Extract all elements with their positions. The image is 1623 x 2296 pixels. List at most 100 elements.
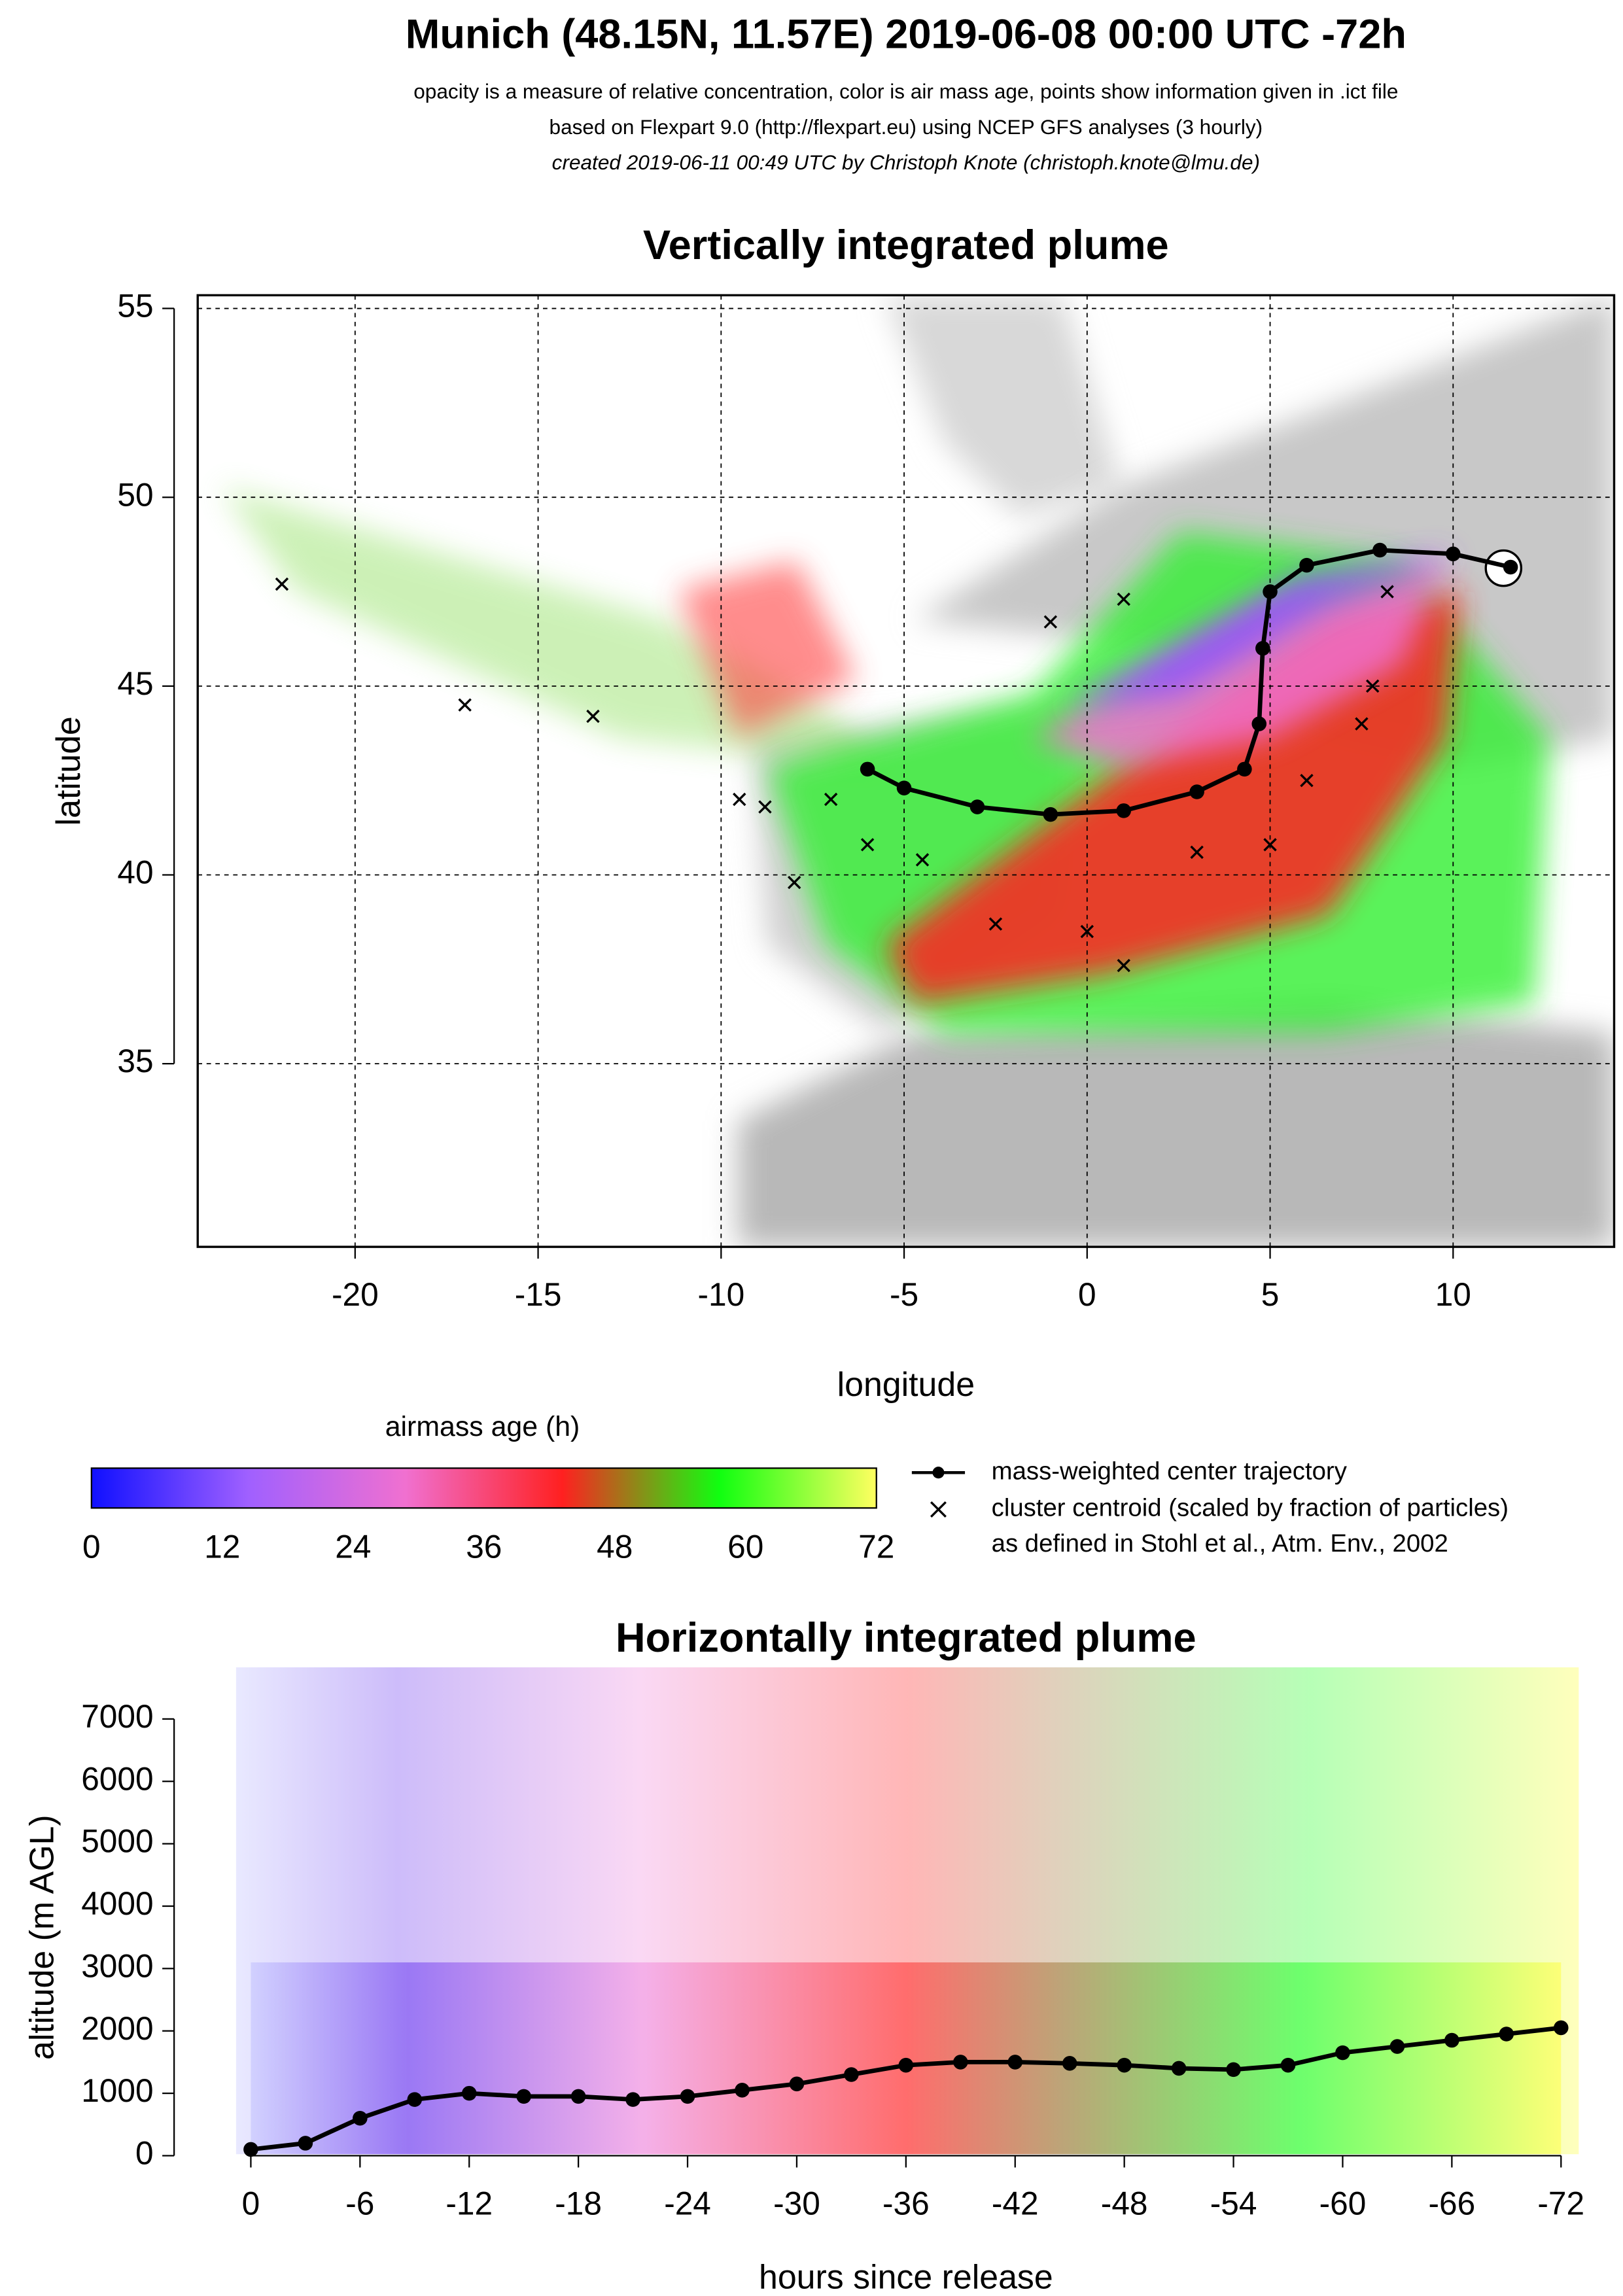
legend-cross: [930, 1501, 947, 1518]
trajectory-point: [1171, 2061, 1187, 2076]
trajectory-point: [789, 2076, 805, 2092]
subtitle: based on Flexpart 9.0 (http://flexpart.e…: [550, 115, 1263, 139]
trajectory-point: [1372, 542, 1387, 558]
x-tick-label: -24: [664, 2185, 711, 2221]
land: [885, 295, 1122, 517]
cluster-centroid: [1190, 845, 1204, 860]
x-tick-label: -6: [345, 2185, 374, 2221]
legend-label: cluster centroid (scaled by fraction of …: [992, 1494, 1509, 1522]
cluster-centroid: [458, 698, 472, 712]
trajectory-point: [298, 2136, 313, 2151]
trajectory-point: [1189, 784, 1204, 799]
trajectory-point: [1335, 2045, 1350, 2061]
x-tick-label: -15: [515, 1276, 562, 1313]
y-tick-label: 2000: [81, 2010, 153, 2047]
y-axis-label: altitude (m AGL): [22, 1815, 60, 2060]
cluster-centroid: [988, 917, 1003, 931]
x-tick-label: -60: [1319, 2185, 1367, 2221]
trajectory-point: [1251, 716, 1267, 731]
x-tick-label: -30: [773, 2185, 820, 2221]
trajectory-point: [1444, 2032, 1459, 2048]
x-axis-label: longitude: [837, 1365, 975, 1403]
trajectory-point: [1389, 2039, 1405, 2054]
trajectory-point: [860, 761, 875, 777]
x-axis-label: hours since release: [759, 2258, 1053, 2296]
x-tick-label: -54: [1210, 2185, 1257, 2221]
chart-title: Vertically integrated plume: [643, 222, 1169, 268]
cluster-centroid: [860, 838, 875, 852]
y-axis-label: latitude: [49, 716, 87, 826]
trajectory-point: [1263, 584, 1278, 599]
x-tick-label: -48: [1101, 2185, 1148, 2221]
trajectory-point: [1255, 640, 1270, 656]
trajectory-point: [1299, 557, 1314, 573]
cluster-centroid: [586, 709, 600, 723]
y-tick-label: 0: [135, 2135, 154, 2172]
trajectory-point: [953, 2055, 968, 2070]
trajectory-point: [1446, 546, 1461, 562]
trajectory-point: [735, 2083, 750, 2098]
colorbar-tick-label: 36: [466, 1529, 502, 1565]
colorbar-tick-label: 60: [727, 1529, 763, 1565]
trajectory-point: [407, 2092, 423, 2107]
x-tick-label: 0: [1078, 1276, 1096, 1313]
legend-note: as defined in Stohl et al., Atm. Env., 2…: [992, 1529, 1448, 1557]
chart-title: Horizontally integrated plume: [616, 1615, 1196, 1661]
cluster-centroid: [1263, 838, 1277, 852]
x-tick-label: -18: [555, 2185, 602, 2221]
map-background: [221, 295, 1614, 1247]
subtitle: created 2019-06-11 00:49 UTC by Christop…: [552, 150, 1260, 174]
land: [737, 1003, 1614, 1247]
y-tick-label: 7000: [81, 1698, 153, 1735]
colorbar-tick-label: 0: [82, 1529, 101, 1565]
trajectory-point: [1553, 2020, 1569, 2036]
colorbar-tick-label: 12: [204, 1529, 240, 1565]
cluster-centroid: [275, 577, 289, 591]
trajectory-point: [461, 2085, 477, 2101]
y-tick-label: 5000: [81, 1823, 153, 1860]
legend-dot: [932, 1467, 945, 1479]
y-tick-label: 35: [117, 1043, 153, 1079]
trajectory-point: [969, 799, 985, 814]
trajectory-point: [680, 2089, 695, 2104]
cluster-centroid: [733, 792, 746, 807]
cluster-centroid: [1355, 717, 1369, 731]
trajectory-point: [1237, 761, 1252, 777]
cluster-centroid: [1380, 585, 1394, 599]
trajectory-point: [844, 2067, 859, 2082]
x-tick-label: 10: [1435, 1276, 1471, 1313]
y-tick-label: 45: [117, 665, 153, 702]
x-tick-label: -42: [992, 2185, 1039, 2221]
cluster-centroid: [1365, 679, 1380, 693]
cluster-centroid: [1080, 924, 1094, 939]
y-tick-label: 40: [117, 854, 153, 891]
y-tick-label: 3000: [81, 1947, 153, 1984]
trajectory-point: [243, 2142, 258, 2157]
title: Munich (48.15N, 11.57E) 2019-06-08 00:00…: [406, 11, 1406, 57]
x-tick-label: -12: [445, 2185, 493, 2221]
colorbar-tick-label: 24: [335, 1529, 371, 1565]
y-tick-label: 50: [117, 476, 153, 513]
trajectory-point: [353, 2110, 368, 2126]
y-tick-label: 6000: [81, 1760, 153, 1797]
plume: [221, 487, 886, 768]
trajectory-point: [570, 2089, 586, 2104]
x-tick-label: -66: [1429, 2185, 1476, 2221]
plot-frame: [196, 294, 1616, 1248]
x-tick-label: 0: [242, 2185, 260, 2221]
x-tick-label: -36: [882, 2185, 930, 2221]
x-tick-label: -5: [890, 1276, 918, 1313]
colorbar-tick-label: 72: [858, 1529, 894, 1565]
cluster-centroid: [915, 853, 930, 867]
trajectory-point: [898, 2057, 914, 2073]
x-tick-label: -72: [1537, 2185, 1584, 2221]
trajectory-point: [1116, 803, 1132, 818]
y-tick-label: 4000: [81, 1885, 153, 1922]
trajectory-point: [1499, 2026, 1514, 2042]
cluster-centroid: [1117, 592, 1130, 606]
trajectory-point: [1503, 559, 1518, 575]
cluster-centroid: [758, 800, 772, 814]
trajectory-point: [1007, 2055, 1023, 2070]
